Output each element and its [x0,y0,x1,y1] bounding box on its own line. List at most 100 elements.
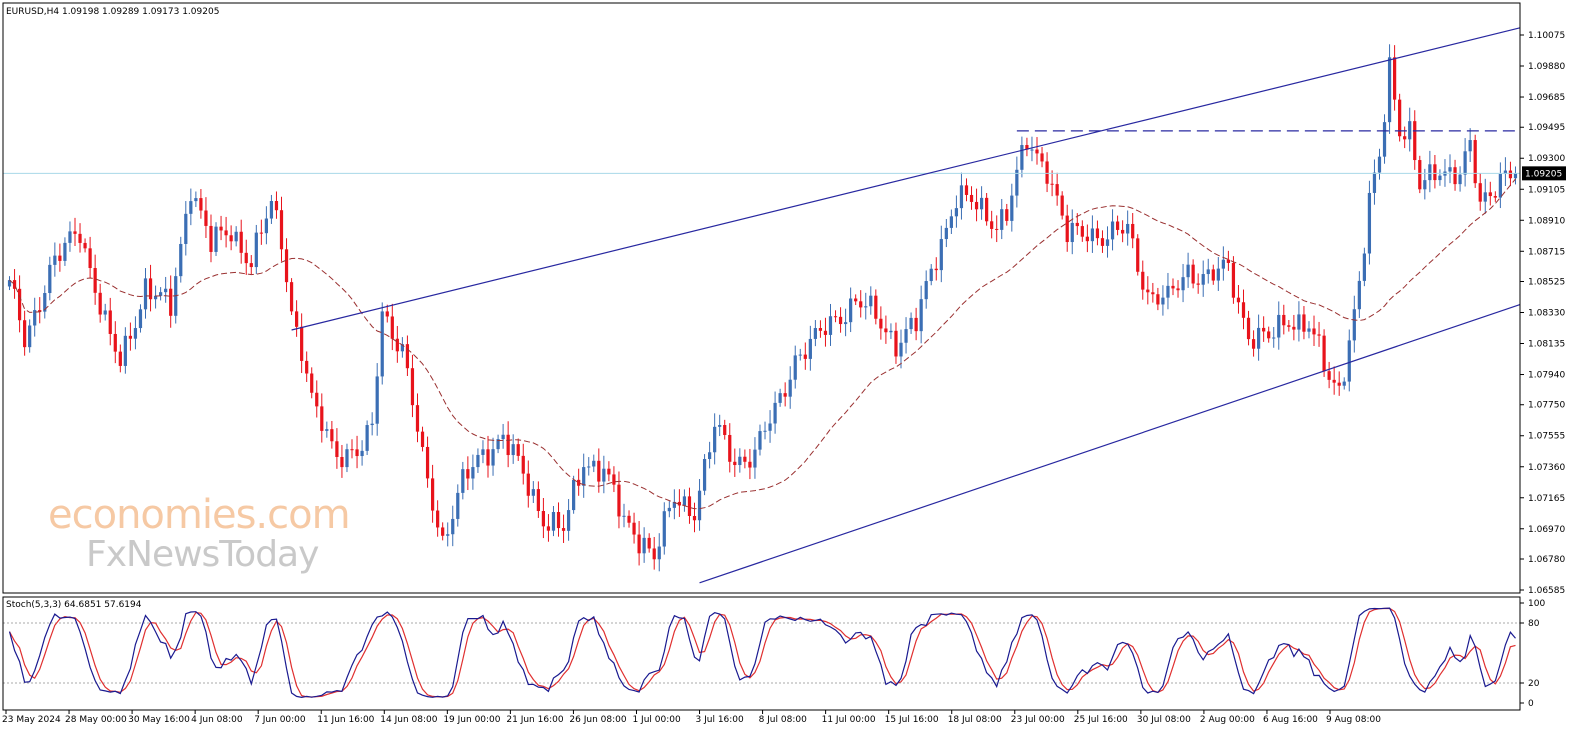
candle-body [476,454,480,468]
candle-body [1503,170,1508,175]
candle-body [909,317,913,330]
candle-body [1483,192,1487,202]
candle-body [884,328,888,333]
main-panel [3,27,1521,584]
candle-body [1201,274,1205,285]
candle-body [1181,277,1185,291]
candle-body [1332,379,1336,383]
candle-body [23,320,27,348]
candles [7,44,1518,572]
candle-body [1372,172,1377,193]
candle-body [1282,314,1286,326]
candle-body [1513,173,1518,179]
candle-body [38,310,42,312]
candle-body [919,299,923,332]
candle-body [365,425,369,451]
candle-body [1312,328,1316,335]
candle-body [879,318,883,329]
candle-body [1055,184,1059,196]
candle-body [234,231,238,242]
candle-body [315,392,319,407]
candle-body [1176,288,1180,291]
candle-body [1307,328,1311,332]
candle-body [12,280,17,289]
x-tick-label: 30 May 16:00 [128,715,190,725]
candle-body [1433,164,1437,181]
candle-body [702,458,707,491]
candle-body [647,537,651,549]
candle-body [1382,122,1387,157]
candle-body [637,534,641,554]
candle-body [642,537,646,554]
candle-body [375,376,379,424]
y-tick-label: 1.07360 [1528,463,1565,473]
x-tick-label: 8 Jul 08:00 [759,715,808,725]
candle-body [1241,302,1246,318]
candle-body [53,255,57,265]
candle-body [456,492,460,519]
candle-body [783,393,787,397]
candle-body [88,248,92,269]
candle-body [68,231,72,243]
candle-body [974,201,979,210]
candle-body [214,226,218,252]
candle-body [405,344,410,369]
candle-body [1191,264,1195,284]
candle-body [627,515,631,523]
candle-body [964,185,969,195]
candle-body [929,268,933,282]
x-tick-label: 3 Jul 16:00 [696,715,745,725]
candle-body [728,434,732,462]
x-tick-label: 23 May 2024 [2,715,61,725]
y-tick-label: 1.10075 [1528,31,1565,41]
candle-body [672,501,676,508]
candle-body [753,449,757,468]
candle-body [1211,269,1215,281]
candle-body [889,330,893,333]
candle-body [1166,285,1170,298]
candle-body [390,316,394,339]
candle-body [939,239,943,271]
candle-body [1030,149,1034,151]
candle-body [481,449,485,455]
candle-body [662,511,666,547]
candle-body [179,243,183,277]
x-tick-label: 15 Jul 16:00 [885,715,939,725]
candle-body [667,507,671,512]
candle-body [1075,222,1079,227]
candle-body [934,268,938,271]
candle-body [556,512,561,529]
candle-body [1146,289,1150,293]
trendline [699,303,1521,584]
axes: 1.10075 1.09880 1.09685 1.09495 1.09300 1.091… [2,2,1566,725]
candle-body [1126,223,1130,234]
candle-body [526,473,530,496]
candle-body [199,198,203,211]
candle-body [380,311,384,377]
candle-body [385,311,389,317]
y-tick-label: 1.07555 [1528,432,1565,442]
candle-body [818,328,823,331]
stochastic-label: Stoch(5,3,3) 64.6851 57.6194 [6,600,142,610]
candle-body [103,310,107,315]
candle-body [1327,371,1331,380]
stoch-tick-label: 0 [1528,699,1534,709]
candle-body [451,518,455,535]
candle-body [1473,140,1477,184]
candle-body [340,457,344,468]
candle-body [148,278,153,300]
candle-body [420,431,425,447]
candle-body [229,235,233,242]
candle-body [536,489,540,512]
candle-body [466,469,470,479]
candle-body [1302,314,1306,332]
candle-body [577,479,581,486]
candle-body [551,512,556,531]
candle-body [1458,174,1462,185]
candle-body [108,310,112,334]
candle-body [1025,145,1029,150]
candle-body [778,393,782,403]
candle-body [1010,195,1014,221]
candle-body [305,360,309,374]
candle-body [1478,183,1482,202]
